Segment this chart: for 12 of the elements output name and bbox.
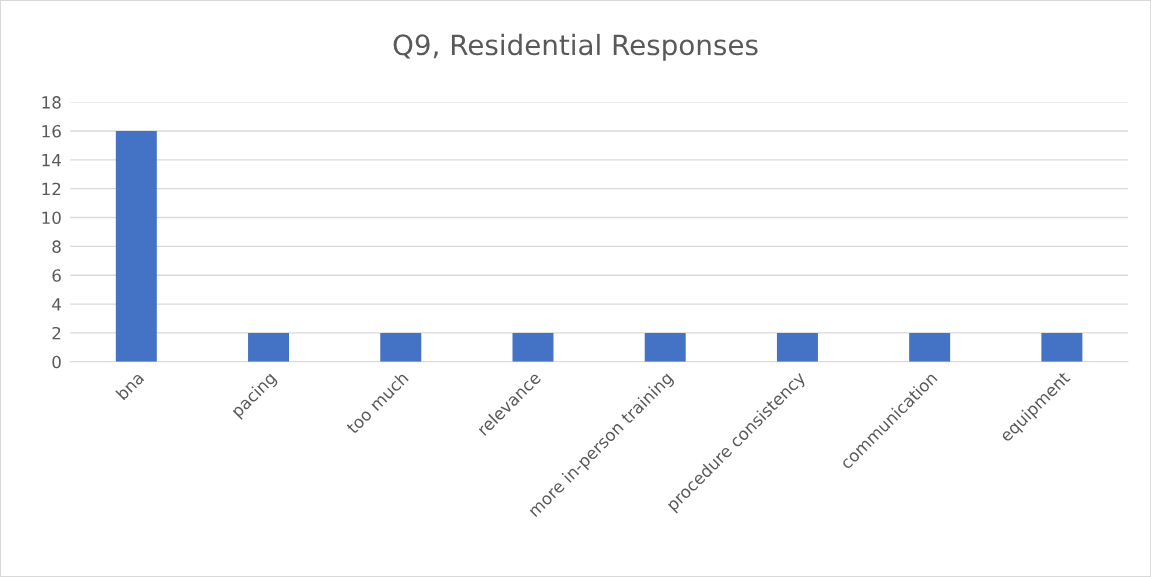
y-tick-label: 4 bbox=[52, 298, 61, 311]
x-tick-label: bna bbox=[115, 371, 145, 401]
y-tick-label: 6 bbox=[52, 269, 61, 282]
y-tick-label: 18 bbox=[42, 96, 61, 109]
y-tick-label: 10 bbox=[42, 211, 61, 225]
y-tick-label: 14 bbox=[42, 154, 61, 167]
y-tick-label: 0 bbox=[52, 355, 61, 369]
y-tick-label: 2 bbox=[52, 326, 61, 340]
y-tick-label: 8 bbox=[52, 240, 61, 253]
y-tick-label: 16 bbox=[42, 124, 61, 138]
y-tick-label: 12 bbox=[42, 182, 61, 196]
chart-title: Q9, Residential Responses bbox=[393, 33, 758, 61]
